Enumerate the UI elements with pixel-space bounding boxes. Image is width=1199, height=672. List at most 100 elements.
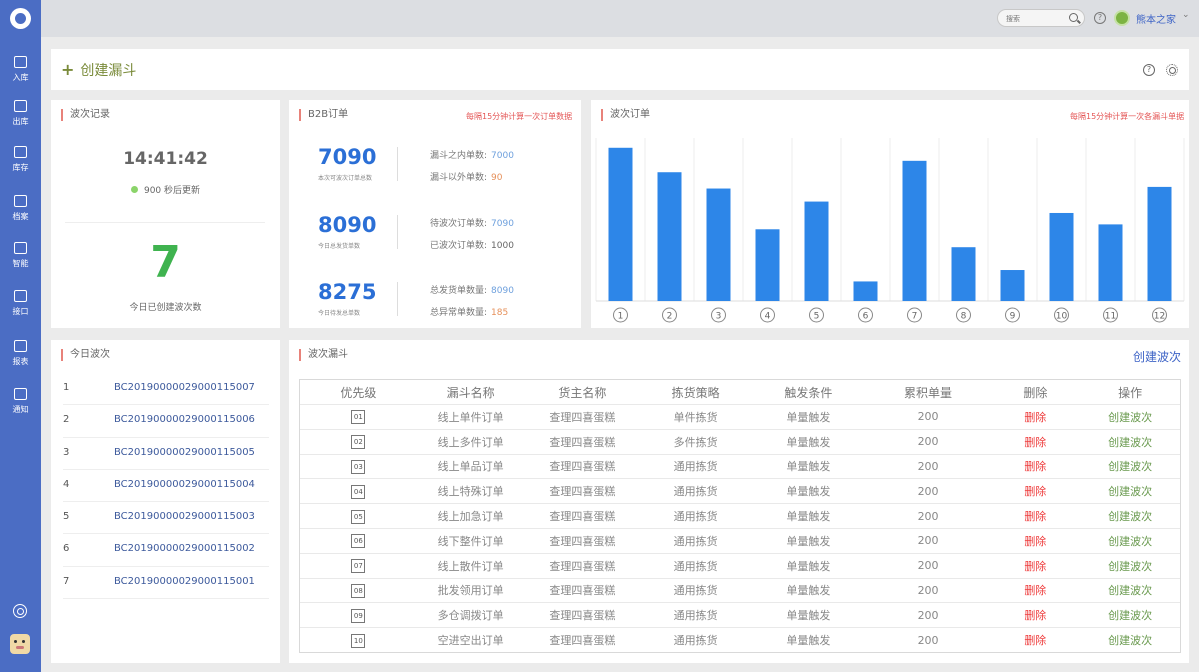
wave-code-link[interactable]: BC20190000029000115005 — [114, 446, 255, 458]
delete-button[interactable]: 删除 — [1024, 634, 1047, 648]
sidebar-item[interactable]: 入库 — [0, 56, 41, 96]
chart-bar[interactable] — [1147, 186, 1172, 301]
column-header: 触发条件 — [784, 385, 833, 400]
create-wave-row-button[interactable]: 创建波次 — [1108, 435, 1153, 449]
wave-code-link[interactable]: BC20190000029000115002 — [114, 543, 255, 555]
list-item[interactable]: 7 BC20190000029000115001 — [63, 567, 269, 600]
wave-code-link[interactable]: BC20190000029000115003 — [114, 511, 255, 523]
settings-gear-icon[interactable] — [13, 604, 27, 618]
gear-icon[interactable] — [1166, 64, 1178, 76]
stat-row-label: 漏斗之内单数: — [430, 151, 488, 161]
wave-code-link[interactable]: BC20190000029000115007 — [114, 382, 255, 393]
avatar[interactable] — [1114, 10, 1130, 26]
sidebar-item[interactable]: 智能 — [0, 242, 41, 282]
chart-bar[interactable] — [706, 188, 731, 301]
list-item[interactable]: 3 BC20190000029000115005 — [63, 438, 269, 470]
priority-cell: 01 — [300, 409, 417, 425]
chart-bar[interactable] — [804, 201, 829, 301]
stat-row-value: 7000 — [491, 151, 514, 161]
column-header: 累积单量 — [904, 385, 953, 400]
list-item[interactable]: 2 BC20190000029000115006 — [63, 405, 269, 438]
chart-bar[interactable] — [657, 172, 682, 301]
list-index: 6 — [63, 543, 70, 555]
chevron-down-icon[interactable]: ⌄ — [1182, 10, 1190, 20]
priority-badge: 09 — [351, 608, 366, 623]
delete-button[interactable]: 删除 — [1024, 609, 1047, 623]
wave-code-link[interactable]: BC20190000029000115006 — [114, 414, 255, 426]
search-box[interactable] — [997, 9, 1085, 27]
chart-bar[interactable] — [951, 247, 976, 301]
create-funnel-label: 创建漏斗 — [80, 63, 137, 79]
bell-icon — [14, 388, 27, 400]
create-wave-row-button[interactable]: 创建波次 — [1108, 634, 1153, 648]
search-icon[interactable] — [1069, 13, 1078, 22]
funnel-name: 线上多件订单 — [437, 435, 504, 449]
sidebar-item[interactable]: 接口 — [0, 290, 41, 330]
card-title: 波次漏斗 — [299, 349, 348, 361]
chart-bar[interactable] — [1000, 270, 1025, 301]
wave-orders-card: 波次订单 每隔15分钟计算一次各漏斗单据 1 2 3 4 5 6 7 8 9 10 11 12 — [591, 100, 1189, 328]
wave-code-link[interactable]: BC20190000029000115001 — [114, 575, 255, 587]
chart-bar[interactable] — [608, 147, 633, 301]
user-mascot-avatar[interactable] — [10, 634, 30, 654]
create-wave-row-button[interactable]: 创建波次 — [1108, 410, 1153, 424]
chart-bar[interactable] — [1098, 224, 1123, 301]
wave-record-card: 波次记录 14:41:42 900 秒后更新 7 今日已创建波次数 — [51, 100, 280, 328]
create-wave-row-button[interactable]: 创建波次 — [1108, 609, 1153, 623]
create-funnel-button[interactable]: + 创建漏斗 — [61, 60, 136, 80]
username[interactable]: 熊本之家 — [1136, 15, 1176, 26]
sidebar-item[interactable]: 档案 — [0, 195, 41, 235]
trigger-condition: 单量触发 — [786, 410, 831, 424]
delete-button[interactable]: 删除 — [1024, 559, 1047, 573]
create-wave-row-button[interactable]: 创建波次 — [1108, 534, 1153, 548]
tick-circle — [760, 307, 775, 323]
create-wave-row-button[interactable]: 创建波次 — [1108, 510, 1153, 524]
delete-button[interactable]: 删除 — [1024, 410, 1047, 424]
sidebar-item[interactable]: 库存 — [0, 146, 41, 186]
list-item[interactable]: 1 BC20190000029000115007 — [63, 373, 269, 406]
create-wave-row-button[interactable]: 创建波次 — [1108, 584, 1153, 598]
create-wave-button[interactable]: 创建波次 — [1133, 350, 1182, 364]
stat-value: 8275 — [318, 280, 377, 304]
chart-bar[interactable] — [755, 229, 780, 301]
chart-bar[interactable] — [1049, 212, 1074, 301]
list-item[interactable]: 4 BC20190000029000115004 — [63, 470, 269, 503]
picking-strategy: 通用拣货 — [673, 584, 718, 598]
search-input[interactable] — [1006, 11, 1068, 27]
sidebar-item[interactable]: 通知 — [0, 388, 41, 428]
x-tick-label: 7 — [912, 312, 918, 322]
outbound-icon — [14, 100, 27, 112]
accumulated-qty: 200 — [917, 509, 939, 523]
owner-name: 查理四喜蛋糕 — [549, 634, 616, 648]
delete-button[interactable]: 删除 — [1024, 460, 1047, 474]
owner-name: 查理四喜蛋糕 — [549, 510, 616, 524]
chart-bar[interactable] — [853, 281, 878, 301]
list-item[interactable]: 6 BC20190000029000115002 — [63, 534, 269, 567]
sidebar-item[interactable]: 出库 — [0, 100, 41, 140]
column-header: 拣货策略 — [671, 385, 720, 400]
create-wave-row-button[interactable]: 创建波次 — [1108, 485, 1153, 499]
trigger-condition: 单量触发 — [786, 460, 831, 474]
delete-button[interactable]: 删除 — [1024, 534, 1047, 548]
delete-button[interactable]: 删除 — [1024, 584, 1047, 598]
wave-count: 7 — [150, 237, 181, 288]
create-wave-row-button[interactable]: 创建波次 — [1108, 559, 1153, 573]
divider — [397, 282, 398, 316]
help-icon[interactable]: ? — [1094, 12, 1106, 24]
create-wave-row-button[interactable]: 创建波次 — [1108, 460, 1153, 474]
github-logo-icon[interactable] — [10, 8, 31, 29]
delete-button[interactable]: 删除 — [1024, 485, 1047, 499]
sidebar-item[interactable]: 报表 — [0, 340, 41, 380]
owner-name: 查理四喜蛋糕 — [549, 559, 616, 573]
delete-button[interactable]: 删除 — [1024, 510, 1047, 524]
chart-bar[interactable] — [902, 160, 927, 301]
priority-badge: 08 — [351, 583, 366, 598]
sidebar-item-label: 通知 — [12, 405, 29, 414]
help-circle-icon[interactable]: ? — [1143, 64, 1155, 76]
list-item[interactable]: 5 BC20190000029000115003 — [63, 502, 269, 535]
delete-button[interactable]: 删除 — [1024, 435, 1047, 449]
wave-code-link[interactable]: BC20190000029000115004 — [114, 478, 255, 490]
x-tick-label: 8 — [961, 312, 967, 322]
tick-circle — [956, 307, 971, 323]
b2b-orders-card: B2B订单 每隔15分钟计算一次订单数据 7090 本次可波次订单总数 漏斗之内单数… — [289, 100, 581, 328]
